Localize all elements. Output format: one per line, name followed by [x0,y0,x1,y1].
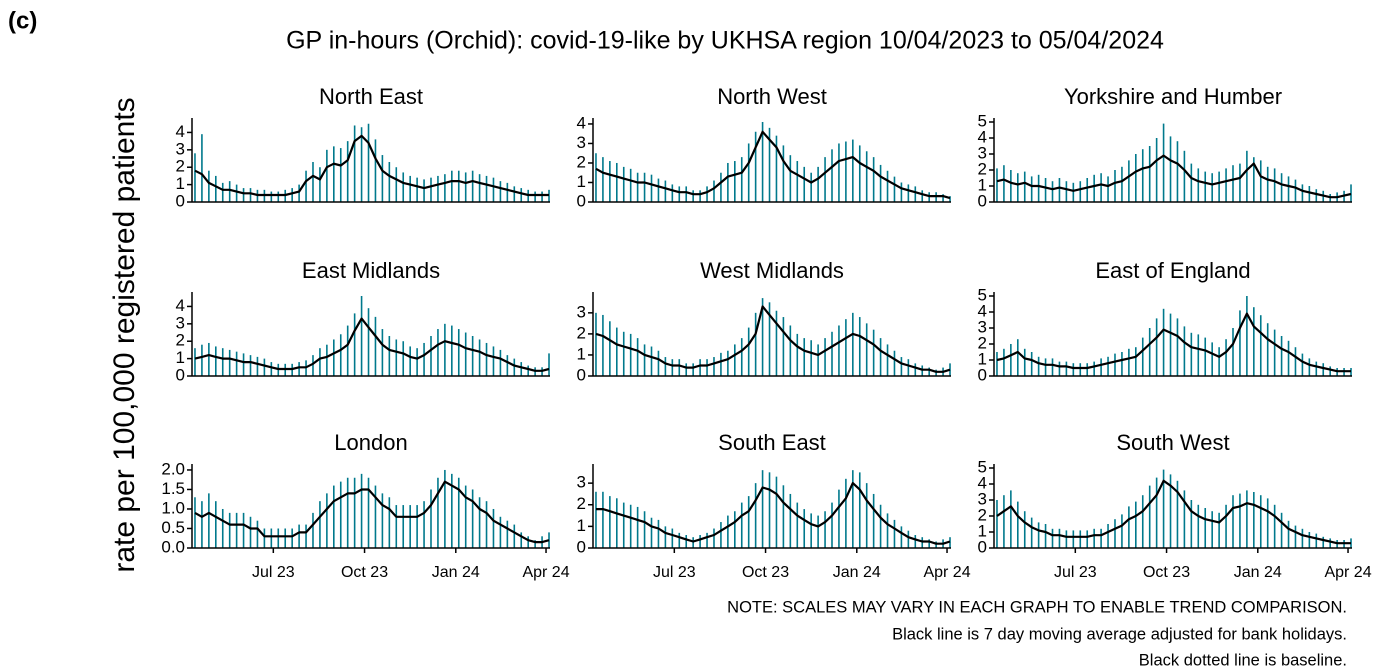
y-tick-label: 3 [978,489,987,508]
x-tick-label: Apr 24 [923,564,970,581]
y-tick-label: 2 [978,333,987,352]
x-tick-label: Jul 23 [1054,564,1097,581]
y-tick-label: 0 [176,365,185,384]
panel-title: Yorkshire and Humber [1064,84,1282,109]
x-tick-label: Apr 24 [1324,564,1371,581]
y-tick-label: 0 [978,537,987,556]
x-tick-label: Jul 23 [653,564,696,581]
panel-label: (c) [8,7,37,34]
y-tick-label: 2 [978,505,987,524]
note: Black dotted line is baseline. [1139,651,1347,669]
moving-average-line [194,480,550,544]
x-tick-label: Apr 24 [522,564,569,581]
y-tick-label: 3 [577,302,586,321]
panel-title: London [334,430,407,455]
y-tick-label: 2 [176,331,185,350]
y-tick-label: 4 [978,127,987,146]
y-tick-label: 3 [176,313,185,332]
moving-average-line [595,305,951,373]
panel-title: South East [718,430,826,455]
y-tick-label: 3 [176,139,185,158]
x-tick-label: Jul 23 [252,564,295,581]
x-tick-label: Oct 23 [742,564,789,581]
y-tick-label: 1 [176,174,185,193]
figure-title: GP in-hours (Orchid): covid-19-like by U… [286,27,1164,55]
panel: London 0.00.51.01.52.0 Jul 23 Oct 23 Jan 24 A… [161,430,569,581]
panel-title: North East [319,84,423,109]
y-tick-label: 1 [978,521,987,540]
y-tick-label: 3 [978,317,987,336]
y-axis-label: rate per 100,000 registered patients [108,97,141,572]
moving-average-line [996,479,1351,545]
y-tick-label: 0.0 [161,537,185,556]
y-tick-label: 4 [577,113,586,132]
x-tick-label: Jan 24 [833,564,881,581]
y-tick-label: 3 [978,143,987,162]
y-tick-label: 2 [978,159,987,178]
x-tick-label: Jan 24 [1234,564,1282,581]
x-tick-label: Jan 24 [432,564,480,581]
moving-average-line [595,130,951,200]
y-tick-label: 2 [577,152,586,171]
y-tick-label: 3 [577,473,586,492]
y-tick-label: 0 [577,537,586,556]
y-tick-label: 1 [577,516,586,535]
panel-title: East of England [1095,258,1250,283]
panel-title: South West [1116,430,1229,455]
y-tick-label: 3 [577,133,586,152]
y-tick-label: 0 [577,191,586,210]
y-tick-label: 2 [577,494,586,513]
moving-average-line [194,317,550,372]
y-tick-label: 4 [176,122,185,141]
panel: South East 0 1 2 3 Jul 23 Oct 23 Jan 24 Apr 24 [577,430,971,581]
y-tick-label: 5 [978,457,987,476]
panel-title: North West [717,84,827,109]
x-tick-label: Oct 23 [1143,564,1190,581]
y-tick-label: 1.5 [161,479,185,498]
y-tick-label: 1.0 [161,498,185,517]
panel: West Midlands 0 1 2 3 [577,258,951,384]
y-tick-label: 2 [176,157,185,176]
y-tick-label: 0 [978,191,987,210]
y-tick-label: 1 [978,175,987,194]
y-tick-label: 2 [577,323,586,342]
panel-title: West Midlands [700,258,844,283]
y-tick-label: 0 [978,365,987,384]
panel-title: East Midlands [302,258,440,283]
moving-average-line [194,134,549,197]
y-tick-label: 5 [978,285,987,304]
moving-average-line [996,312,1351,373]
y-tick-label: 1 [978,349,987,368]
y-tick-label: 0 [176,191,185,210]
y-tick-label: 0.5 [161,518,185,537]
y-tick-label: 0 [577,365,586,384]
x-tick-label: Oct 23 [341,564,388,581]
y-tick-label: 5 [978,111,987,130]
y-tick-label: 1 [176,348,185,367]
y-tick-label: 1 [577,172,586,191]
moving-average-line [996,154,1352,199]
note: Black line is 7 day moving average adjus… [892,625,1347,643]
y-tick-label: 2.0 [161,459,185,478]
y-tick-label: 1 [577,344,586,363]
note: NOTE: SCALES MAY VARY IN EACH GRAPH TO E… [727,598,1347,616]
y-tick-label: 4 [176,296,185,315]
y-tick-label: 4 [978,473,987,492]
y-tick-label: 4 [978,301,987,320]
moving-average-line [596,482,951,545]
